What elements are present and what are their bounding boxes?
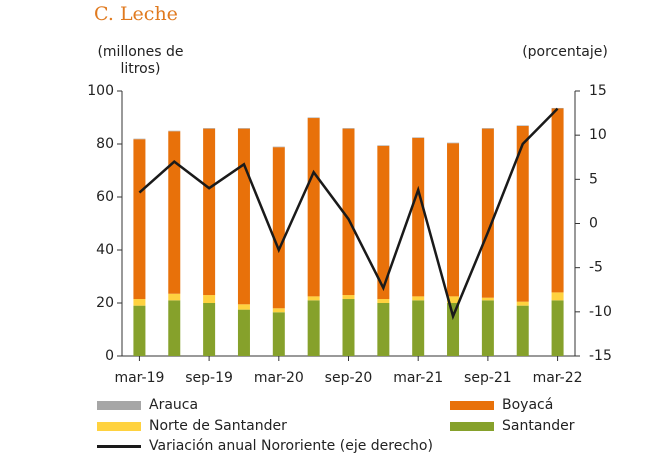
x-tick-label: mar-20: [254, 370, 304, 386]
bar-segment: [377, 299, 390, 303]
line-series: [138, 107, 559, 321]
bar-segment: [516, 305, 529, 356]
y-axis-label: (millones de litros): [97, 44, 184, 77]
bar-segment: [481, 128, 494, 298]
x-tick-label: mar-19: [114, 370, 164, 386]
legend-label: Variación anual Nororiente (eje derecho): [149, 438, 433, 454]
legend-swatch: [97, 444, 141, 448]
bar-segment: [342, 299, 355, 356]
legend-swatch: [97, 400, 141, 410]
bar-segment: [447, 296, 460, 303]
bar-segment: [551, 108, 564, 293]
bar-segment: [133, 139, 146, 300]
bar-segment: [342, 128, 355, 296]
bar-segment: [237, 309, 250, 356]
y2-tick-label: 0: [589, 216, 598, 232]
bar-segment: [307, 300, 320, 356]
y2-tick-label: 10: [589, 127, 607, 143]
y2-tick-label: 15: [589, 83, 607, 99]
bar-segment: [377, 145, 390, 300]
bar-segment: [203, 303, 216, 356]
y2-tick-label: -15: [589, 348, 612, 364]
bar-segment: [272, 147, 285, 309]
y2-axis-label: (porcentaje): [522, 44, 608, 60]
bar-segment: [237, 304, 250, 310]
legend-label: Arauca: [149, 397, 199, 413]
y-tick-label: 20: [96, 295, 114, 311]
bar-segment: [481, 128, 494, 129]
bar-segment: [377, 145, 390, 146]
bar-segment: [412, 137, 425, 297]
bar-segment: [272, 312, 285, 356]
bar-segment: [516, 125, 529, 302]
y2-tick-label: -10: [589, 304, 612, 320]
bar-segment: [203, 128, 216, 129]
bar-segment: [342, 295, 355, 300]
x-tick-label: mar-22: [533, 370, 583, 386]
legend-item: Arauca: [97, 397, 198, 413]
bar-segment: [168, 130, 181, 132]
bar-segment: [307, 117, 320, 119]
legend-swatch: [450, 400, 494, 410]
legend-item: Boyacá: [450, 397, 553, 413]
x-tick-label: sep-19: [185, 370, 233, 386]
bar-segment: [551, 300, 564, 356]
y-tick-label: 60: [96, 189, 114, 205]
bar-segment: [168, 300, 181, 356]
bar-segment: [168, 293, 181, 301]
legend-item: Santander: [450, 418, 575, 434]
chart-title: C. Leche: [94, 3, 178, 25]
bar-segment: [307, 118, 320, 297]
legend-item: Variación anual Nororiente (eje derecho): [97, 438, 433, 454]
bar-segment: [516, 125, 529, 126]
y-tick-label: 80: [96, 136, 114, 152]
bar-segment: [307, 296, 320, 301]
bar-segment: [342, 128, 355, 129]
bar-segment: [412, 300, 425, 356]
bar-segment: [272, 146, 285, 148]
x-tick-label: sep-21: [464, 370, 512, 386]
legend-label: Santander: [502, 418, 575, 434]
bar-segment: [481, 297, 494, 301]
bar-segment: [133, 138, 146, 140]
bar-segment: [133, 305, 146, 356]
bar-segment: [272, 308, 285, 313]
legend-swatch: [97, 421, 141, 431]
bar-segment: [516, 301, 529, 306]
bar-segment: [237, 128, 250, 305]
bar-segment: [447, 142, 460, 144]
y-tick-label: 100: [87, 83, 114, 99]
bar-segment: [551, 292, 564, 301]
legend-label: Boyacá: [502, 397, 554, 413]
bar-segment: [133, 299, 146, 306]
y2-tick-label: 5: [589, 171, 598, 187]
bar-segment: [203, 295, 216, 303]
x-tick-label: mar-21: [393, 370, 443, 386]
x-tick-label: sep-20: [325, 370, 373, 386]
y-tick-label: 0: [105, 348, 114, 364]
bar-segment: [412, 137, 425, 138]
bar-segment: [481, 300, 494, 356]
bar-segment: [237, 128, 250, 129]
y-tick-label: 40: [96, 242, 114, 258]
bar-segment: [168, 131, 181, 294]
bar-segment: [447, 303, 460, 356]
y2-tick-label: -5: [589, 260, 603, 276]
bar-segment: [447, 143, 460, 297]
legend-swatch: [450, 421, 494, 431]
bar-segment: [377, 303, 390, 356]
legend-item: Norte de Santander: [97, 418, 287, 434]
legend-label: Norte de Santander: [149, 418, 287, 434]
bar-segment: [203, 128, 216, 296]
bar-segment: [412, 296, 425, 301]
bar-segment: [551, 107, 564, 109]
